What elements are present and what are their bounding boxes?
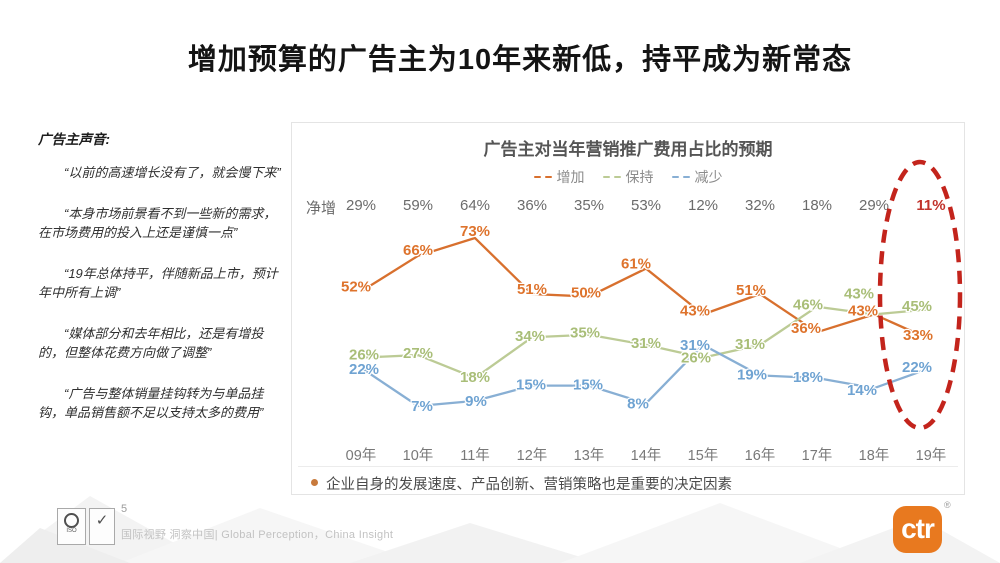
legend-label: 增加 — [556, 169, 585, 185]
data-label: 73% — [460, 223, 490, 240]
data-label: 9% — [465, 393, 487, 410]
data-label: 46% — [793, 297, 823, 314]
legend-item-0: 增加 — [533, 167, 585, 187]
net-increase-value: 35% — [573, 197, 605, 214]
data-label: 36% — [791, 320, 821, 337]
voice-quote: “广告与整体销量挂钩转为与单品挂钩，单品销售额不足以支持太多的费用” — [38, 385, 264, 421]
data-label: 43% — [844, 285, 874, 302]
voice-quote: “19年总体持平，伴随新品上市，预计年中所有上调” — [38, 265, 278, 301]
net-increase-value: 18% — [801, 197, 833, 214]
highlight-ellipse — [877, 159, 963, 431]
net-increase-value: 59% — [402, 197, 434, 214]
iso-cert-logo: ISO — [57, 508, 86, 545]
legend-dash-icon — [682, 175, 690, 179]
x-axis-tick: 16年 — [744, 448, 776, 464]
line-chart-plot: 52% 66% 73% 51% 50% 61% 43% 51% 36% 43% 33% 26% 27% 1… — [340, 222, 935, 416]
data-label: 45% — [902, 298, 932, 315]
legend-dash-icon — [613, 175, 621, 179]
data-label: 15% — [573, 377, 603, 394]
x-axis-tick: 13年 — [573, 448, 605, 464]
data-label: 18% — [793, 369, 823, 386]
data-label: 52% — [341, 278, 371, 295]
cert-circle-icon — [64, 513, 79, 528]
advertiser-voices-panel: 广告主声音: “以前的高速增长没有了，就会慢下来” “本身市场前景看不到一些新的… — [38, 128, 288, 444]
net-increase-label: 净增 — [306, 200, 337, 217]
voice-quote: “以前的高速增长没有了，就会慢下来” — [64, 165, 281, 180]
voices-heading: 广告主声音: — [38, 132, 110, 147]
card-divider — [298, 466, 958, 467]
data-label: 8% — [627, 395, 649, 412]
x-axis-tick: 15年 — [687, 448, 719, 464]
series-line-1 — [360, 305, 932, 380]
net-increase-value: 36% — [516, 197, 548, 214]
data-label: 51% — [517, 281, 547, 298]
data-label: 18% — [460, 369, 490, 386]
data-label: 22% — [902, 359, 932, 376]
legend-dash-icon — [602, 175, 610, 179]
net-increase-value: 12% — [687, 197, 719, 214]
data-label: 61% — [621, 256, 651, 273]
chart-title: 广告主对当年营销推广费用占比的预期 — [483, 140, 773, 159]
footer-tagline: 国际视野 洞察中国| Global Perception，China Insig… — [121, 529, 394, 541]
x-axis-tick: 12年 — [516, 448, 548, 464]
data-label: 31% — [631, 335, 661, 352]
net-increase-value: 64% — [459, 197, 491, 214]
footnote-bullet-icon — [311, 479, 318, 486]
series-line-0 — [360, 236, 932, 341]
chart-legend: 增加 保持 减少 — [292, 167, 964, 187]
data-label: 27% — [403, 345, 433, 362]
x-axis-tick: 17年 — [801, 448, 833, 464]
legend-label: 保持 — [625, 169, 654, 185]
chart-card: 广告主对当年营销推广费用占比的预期 增加 保持 减少 净增 29% 59% 64% 36%… — [291, 122, 965, 495]
net-increase-value: 53% — [630, 197, 662, 214]
data-label: 31% — [680, 337, 710, 354]
data-label: 7% — [411, 398, 433, 415]
legend-dash-icon — [671, 175, 679, 179]
page-number: 5 — [121, 503, 128, 515]
data-label: 50% — [571, 285, 601, 302]
cert-mini-text: ISO — [66, 528, 77, 534]
x-axis-tick: 18年 — [858, 448, 890, 464]
data-label: 14% — [847, 382, 877, 399]
legend-dash-icon — [533, 175, 541, 179]
net-increase-value: 29% — [858, 197, 890, 214]
data-label: 22% — [349, 361, 379, 378]
x-axis-tick: 14年 — [630, 448, 662, 464]
data-label: 33% — [903, 327, 933, 344]
data-label: 51% — [736, 282, 766, 299]
x-axis-tick: 11年 — [460, 448, 490, 464]
x-axis-tick: 10年 — [402, 448, 434, 464]
data-label: 19% — [737, 366, 767, 383]
data-label: 43% — [680, 302, 710, 319]
data-label: 35% — [570, 325, 600, 342]
legend-item-2: 减少 — [671, 167, 723, 187]
data-label: 34% — [515, 328, 545, 345]
net-increase-value: 32% — [744, 197, 776, 214]
data-label: 43% — [848, 302, 878, 319]
net-increase-value: 29% — [345, 197, 377, 214]
x-axis-tick: 19年 — [915, 448, 947, 464]
data-label: 15% — [516, 377, 546, 394]
ctr-logo: ctr — [893, 506, 942, 553]
legend-dash-icon — [544, 175, 552, 179]
voice-quote: “本身市场前景看不到一些新的需求，在市场费用的投入上还是谨慎一点” — [38, 205, 277, 241]
x-axis-tick: 09年 — [345, 448, 377, 464]
legend-item-1: 保持 — [602, 167, 654, 187]
data-label: 66% — [403, 242, 433, 259]
chart-footnote: 企业自身的发展速度、产品创新、营销策略也是重要的决定因素 — [326, 477, 732, 493]
net-increase-value: 11% — [916, 197, 946, 214]
cert-logo-2: ✓ — [89, 508, 115, 545]
data-label: 26% — [349, 347, 379, 364]
legend-label: 减少 — [694, 169, 723, 185]
check-mark-icon: ✓ — [95, 512, 109, 529]
slide-title: 增加预算的广告主为10年来新低，持平成为新常态 — [187, 44, 853, 76]
registered-trademark-icon: ® — [944, 500, 951, 510]
data-label: 31% — [735, 336, 765, 353]
data-label: 26% — [681, 350, 711, 367]
series-line-2 — [360, 343, 932, 408]
voice-quote: “媒体部分和去年相比，还是有增投的，但整体花费方向做了调整” — [38, 325, 264, 361]
